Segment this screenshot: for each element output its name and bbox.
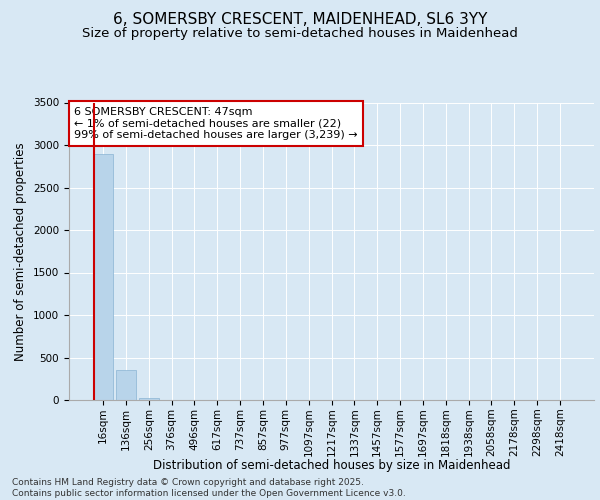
- Text: Contains HM Land Registry data © Crown copyright and database right 2025.
Contai: Contains HM Land Registry data © Crown c…: [12, 478, 406, 498]
- Text: 6 SOMERSBY CRESCENT: 47sqm
← 1% of semi-detached houses are smaller (22)
99% of : 6 SOMERSBY CRESCENT: 47sqm ← 1% of semi-…: [74, 107, 358, 140]
- Text: Size of property relative to semi-detached houses in Maidenhead: Size of property relative to semi-detach…: [82, 28, 518, 40]
- X-axis label: Distribution of semi-detached houses by size in Maidenhead: Distribution of semi-detached houses by …: [153, 459, 510, 472]
- Y-axis label: Number of semi-detached properties: Number of semi-detached properties: [14, 142, 28, 360]
- Bar: [139, 398, 159, 400]
- Text: 6, SOMERSBY CRESCENT, MAIDENHEAD, SL6 3YY: 6, SOMERSBY CRESCENT, MAIDENHEAD, SL6 3Y…: [113, 12, 487, 28]
- Bar: [93, 154, 113, 400]
- Bar: [116, 370, 136, 400]
